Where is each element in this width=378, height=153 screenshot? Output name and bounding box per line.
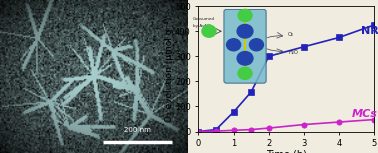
Text: NRs: NRs [361,26,378,36]
X-axis label: Time (h): Time (h) [266,150,307,153]
Y-axis label: O₂ evolution (μmol g⁻¹): O₂ evolution (μmol g⁻¹) [164,16,174,121]
Text: MCs: MCs [352,108,377,119]
Text: 200 nm: 200 nm [124,127,151,133]
